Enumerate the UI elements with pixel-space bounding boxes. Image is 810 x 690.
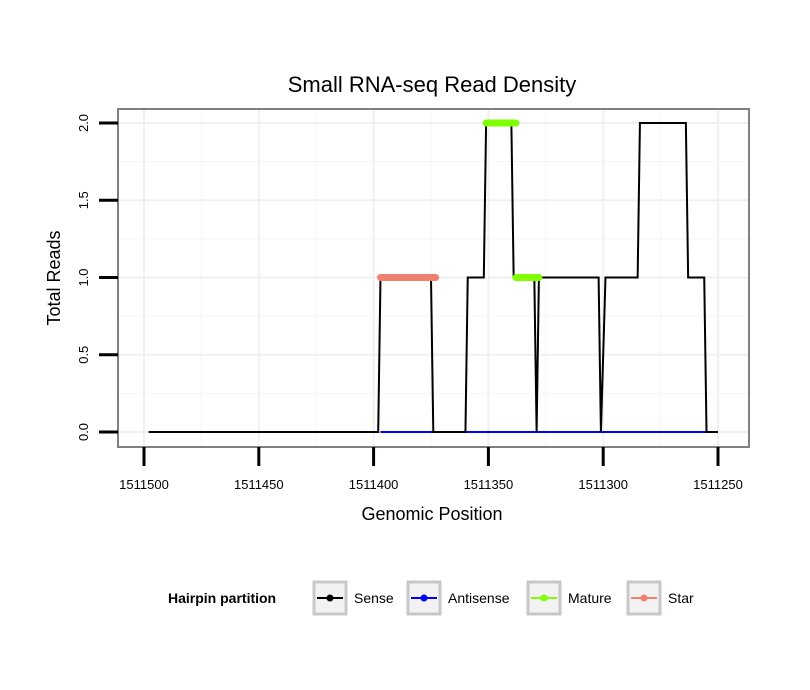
x-axis-title: Genomic Position [361,504,502,524]
x-tick-label: 1511350 [464,477,514,492]
y-tick-label: 2.0 [76,114,91,132]
legend-label-antisense: Antisense [448,590,510,606]
chart-title: Small RNA-seq Read Density [288,72,577,97]
legend-key-point [326,594,334,602]
x-tick-label: 1511250 [693,477,743,492]
y-tick-label: 0.5 [76,346,91,364]
legend-label-star: Star [668,590,694,606]
x-tick-label: 1511450 [234,477,284,492]
legend-key-point [640,594,648,602]
legend-key-point [420,594,428,602]
y-axis-title: Total Reads [44,230,64,325]
legend-label-sense: Sense [354,590,394,606]
legend-label-mature: Mature [568,590,612,606]
data-series [148,119,718,433]
legend-title: Hairpin partition [168,590,276,606]
y-tick-label: 1.5 [76,191,91,209]
x-tick-label: 1511400 [349,477,399,492]
legend: Hairpin partition Sense Antisense Mature St… [168,580,694,616]
y-tick-label: 1.0 [76,268,91,286]
legend-key-point [540,594,548,602]
x-axis: 1511500 1511450 1511400 1511350 1511300 15112… [119,447,743,492]
y-tick-label: 0.0 [76,423,91,441]
y-axis: 0.0 0.5 1.0 1.5 2.0 [76,114,118,441]
series-sense-line [148,122,718,433]
x-tick-label: 1511300 [578,477,628,492]
x-tick-label: 1511500 [119,477,169,492]
